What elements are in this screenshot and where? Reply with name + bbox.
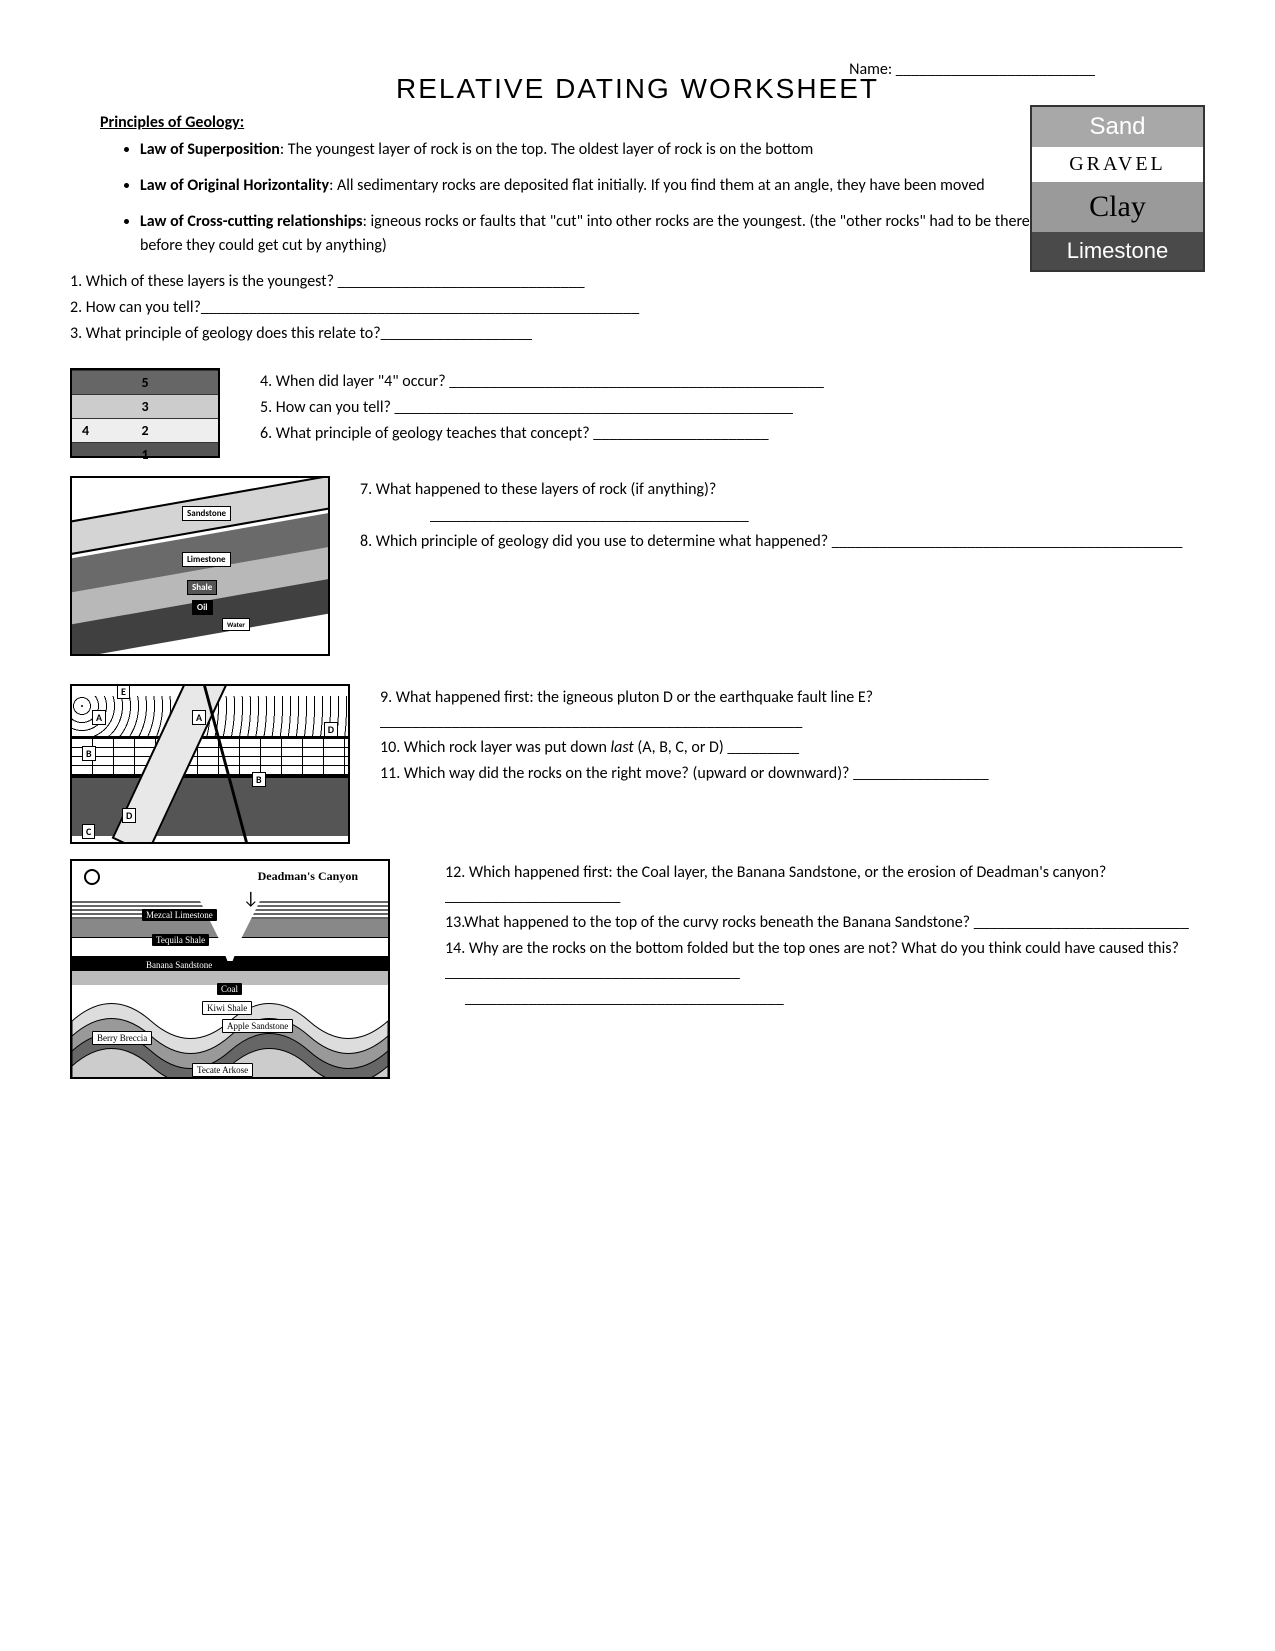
kiwi-label: Kiwi Shale <box>202 1001 252 1015</box>
name-blank[interactable]: _________________________ <box>896 60 1095 79</box>
label-A1: A <box>92 710 106 725</box>
question-4: 4. When did layer "4" occur? ___________… <box>260 370 1205 394</box>
canyon-title: Deadman's Canyon <box>258 869 358 884</box>
moon-icon <box>84 869 100 885</box>
tequila-label: Tequila Shale <box>152 934 209 946</box>
law-horizontality: Law of Original Horizontality: All sedim… <box>140 174 1030 198</box>
layer-1: 1 <box>72 442 218 456</box>
question-1: 1. Which of these layers is the youngest… <box>70 270 1030 294</box>
layer-limestone: Limestone <box>1032 232 1203 270</box>
label-D1: D <box>324 722 338 737</box>
strata-diagram-4: E A A D B B D C <box>70 684 350 844</box>
question-7-blank: ________________________________________ <box>430 504 1205 528</box>
layer-3: 3 <box>72 394 218 418</box>
question-2: 2. How can you tell?____________________… <box>70 296 1030 320</box>
question-13: 13.What happened to the top of the curvy… <box>445 911 1205 935</box>
layer-4-label: 4 <box>82 422 89 439</box>
law-text: : The youngest layer of rock is on the t… <box>280 140 813 159</box>
question-6: 6. What principle of geology teaches tha… <box>260 422 1205 446</box>
down-arrow-icon: ↓ <box>243 887 259 909</box>
label-D2: D <box>122 808 136 823</box>
question-9: 9. What happened first: the igneous plut… <box>380 686 1205 734</box>
banana-label: Banana Sandstone <box>142 959 216 971</box>
strata-diagram-3: Sandstone Limestone Shale Oil Water <box>70 476 330 656</box>
question-12: 12. Which happened first: the Coal layer… <box>445 861 1205 909</box>
question-14-blank: ________________________________________ <box>465 987 1205 1011</box>
label-B2: B <box>252 772 266 787</box>
layer-5: 5 <box>72 370 218 394</box>
layer-gravel: GRAVEL <box>1032 147 1203 182</box>
law-name: Law of Cross-cutting relationships <box>140 212 363 231</box>
law-name: Law of Original Horizontality <box>140 176 329 195</box>
law-name: Law of Superposition <box>140 140 280 159</box>
principles-heading: Principles of Geology: <box>100 113 1030 132</box>
law-crosscutting: Law of Cross-cutting relationships: igne… <box>140 210 1030 258</box>
label-B1: B <box>82 746 96 761</box>
strata-diagram-5: Deadman's Canyon ↓ Mezcal Limestone Tequ… <box>70 859 390 1079</box>
question-5: 5. How can you tell? ___________________… <box>260 396 1205 420</box>
oil-label: Oil <box>192 600 213 615</box>
berry-label: Berry Breccia <box>92 1031 152 1045</box>
label-C: C <box>82 824 95 839</box>
label-A2: A <box>192 710 206 725</box>
question-14: 14. Why are the rocks on the bottom fold… <box>445 937 1205 985</box>
principles-list: Law of Superposition: The youngest layer… <box>110 138 1030 258</box>
question-3: 3. What principle of geology does this r… <box>70 322 1030 346</box>
question-8: 8. Which principle of geology did you us… <box>360 530 1205 554</box>
law-superposition: Law of Superposition: The youngest layer… <box>140 138 1030 162</box>
water-label: Water <box>222 618 250 631</box>
question-11: 11. Which way did the rocks on the right… <box>380 762 1205 786</box>
sandstone-label: Sandstone <box>182 506 231 521</box>
apple-label: Apple Sandstone <box>222 1019 293 1033</box>
shale-label: Shale <box>187 580 217 595</box>
tecate-label: Tecate Arkose <box>192 1063 253 1077</box>
limestone-label: Limestone <box>182 552 231 567</box>
layer-2: 42 <box>72 418 218 442</box>
strata-diagram-2: 5 3 42 1 <box>70 368 220 458</box>
coal-label: Coal <box>217 983 242 995</box>
question-7: 7. What happened to these layers of rock… <box>360 478 1205 502</box>
mezcal-label: Mezcal Limestone <box>142 909 217 921</box>
label-E: E <box>117 684 130 699</box>
question-10: 10. Which rock layer was put down last (… <box>380 736 1205 760</box>
layer-sand: Sand <box>1032 107 1203 147</box>
strata-diagram-1: Sand GRAVEL Clay Limestone <box>1030 105 1205 348</box>
layer-clay: Clay <box>1032 182 1203 232</box>
law-text: : All sedimentary rocks are deposited fl… <box>329 176 985 195</box>
